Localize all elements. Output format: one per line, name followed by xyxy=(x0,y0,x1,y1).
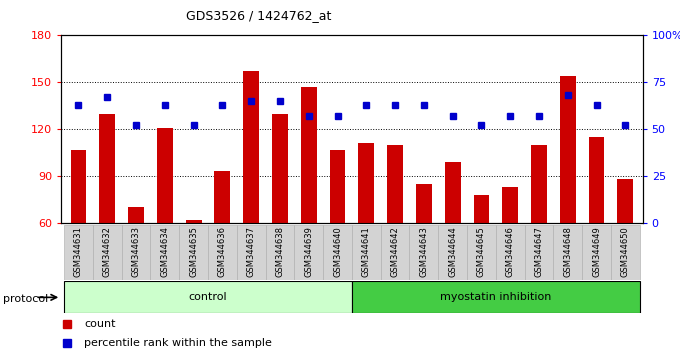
Bar xyxy=(208,225,237,280)
Bar xyxy=(409,225,438,280)
Bar xyxy=(243,72,259,223)
Bar xyxy=(294,225,323,280)
Bar xyxy=(214,171,231,223)
Bar xyxy=(589,137,605,223)
Text: GSM344644: GSM344644 xyxy=(448,227,457,277)
Bar xyxy=(503,187,518,223)
Text: GSM344650: GSM344650 xyxy=(621,227,630,277)
Text: protocol: protocol xyxy=(3,294,49,304)
Bar xyxy=(531,145,547,223)
Text: GSM344646: GSM344646 xyxy=(506,227,515,277)
Bar xyxy=(416,184,432,223)
Bar xyxy=(554,225,582,280)
Bar xyxy=(266,225,294,280)
Bar xyxy=(358,143,374,223)
Text: GSM344647: GSM344647 xyxy=(534,227,543,277)
Bar xyxy=(445,162,460,223)
Text: GSM344639: GSM344639 xyxy=(304,227,313,277)
Text: GSM344633: GSM344633 xyxy=(131,227,141,278)
Text: GSM344641: GSM344641 xyxy=(362,227,371,277)
Text: GSM344648: GSM344648 xyxy=(563,227,573,277)
Text: GSM344632: GSM344632 xyxy=(103,227,112,277)
Bar xyxy=(157,128,173,223)
Bar xyxy=(122,225,150,280)
Bar xyxy=(560,76,576,223)
Bar xyxy=(438,225,467,280)
Bar xyxy=(496,225,524,280)
Bar xyxy=(524,225,554,280)
Bar xyxy=(387,145,403,223)
Bar xyxy=(352,225,381,280)
Bar xyxy=(237,225,266,280)
Text: GSM344636: GSM344636 xyxy=(218,227,227,278)
Text: control: control xyxy=(188,292,227,302)
Bar xyxy=(330,149,345,223)
Bar xyxy=(64,225,93,280)
Bar xyxy=(128,207,144,223)
Text: GSM344634: GSM344634 xyxy=(160,227,169,277)
Bar xyxy=(272,114,288,223)
Bar xyxy=(180,225,208,280)
Bar xyxy=(93,225,122,280)
Bar xyxy=(99,114,115,223)
Text: GSM344635: GSM344635 xyxy=(189,227,198,277)
Bar xyxy=(582,225,611,280)
Text: GSM344640: GSM344640 xyxy=(333,227,342,277)
Bar xyxy=(323,225,352,280)
Text: GSM344638: GSM344638 xyxy=(275,227,284,278)
Text: myostatin inhibition: myostatin inhibition xyxy=(440,292,551,302)
Bar xyxy=(617,179,633,223)
Bar xyxy=(301,87,317,223)
Bar xyxy=(467,225,496,280)
Bar xyxy=(64,281,352,313)
Text: GSM344637: GSM344637 xyxy=(247,227,256,278)
Text: percentile rank within the sample: percentile rank within the sample xyxy=(84,338,272,348)
Text: GSM344642: GSM344642 xyxy=(390,227,400,277)
Bar xyxy=(150,225,180,280)
Bar xyxy=(186,220,201,223)
Text: GSM344649: GSM344649 xyxy=(592,227,601,277)
Bar xyxy=(611,225,640,280)
Text: count: count xyxy=(84,319,116,329)
Bar xyxy=(352,281,640,313)
Text: GSM344631: GSM344631 xyxy=(74,227,83,277)
Text: GDS3526 / 1424762_at: GDS3526 / 1424762_at xyxy=(186,9,331,22)
Bar xyxy=(473,195,490,223)
Bar xyxy=(71,149,86,223)
Text: GSM344645: GSM344645 xyxy=(477,227,486,277)
Bar xyxy=(381,225,409,280)
Text: GSM344643: GSM344643 xyxy=(420,227,428,277)
